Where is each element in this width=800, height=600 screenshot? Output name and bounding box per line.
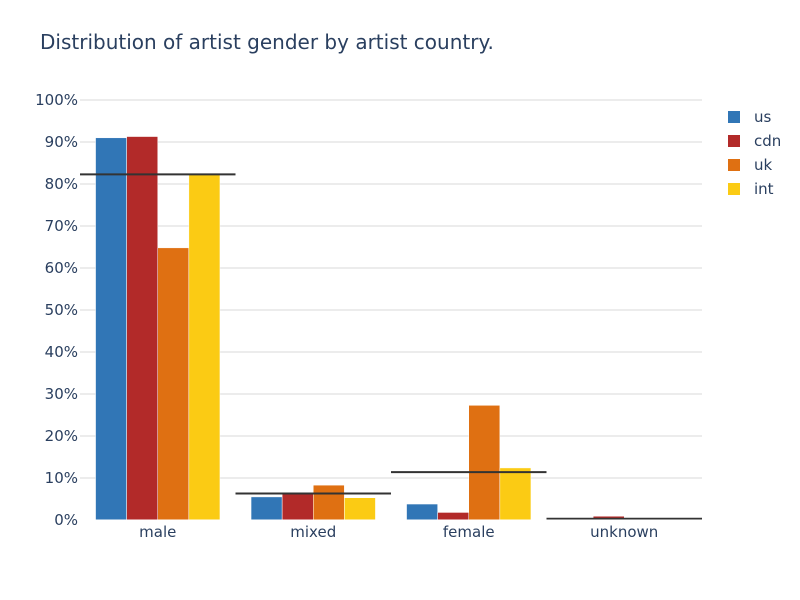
bar-uk-mixed[interactable]: [313, 484, 345, 521]
legend-label: uk: [754, 156, 773, 174]
y-tick-label: 20%: [45, 427, 78, 445]
legend-swatch: [728, 135, 740, 147]
y-tick-label: 50%: [45, 301, 78, 319]
y-tick-label: 100%: [35, 91, 78, 109]
bar-us-female[interactable]: [406, 503, 438, 521]
x-axis-ticks: male mixed female unknown: [139, 523, 658, 541]
x-tick-label: male: [139, 523, 176, 541]
bar-series: [95, 136, 625, 521]
legend-item-us[interactable]: us: [728, 108, 772, 126]
bar-uk-female[interactable]: [468, 405, 501, 521]
bar-us-male[interactable]: [95, 137, 127, 521]
y-tick-label: 30%: [45, 385, 78, 403]
legend-label: int: [754, 180, 774, 198]
y-axis-ticks: 0% 10% 20% 30% 40% 50% 60% 70% 80% 90% 100%: [35, 91, 78, 529]
y-tick-label: 80%: [45, 175, 78, 193]
y-tick-label: 90%: [45, 133, 78, 151]
y-tick-label: 0%: [54, 511, 78, 529]
legend-item-int[interactable]: int: [728, 180, 774, 198]
bar-cdn-female[interactable]: [437, 512, 469, 521]
legend-swatch: [728, 159, 740, 171]
bar-uk-male[interactable]: [157, 247, 190, 521]
legend-label: us: [754, 108, 772, 126]
bar-cdn-male[interactable]: [126, 136, 159, 521]
y-tick-label: 10%: [45, 469, 78, 487]
x-tick-label: unknown: [590, 523, 658, 541]
legend-swatch: [728, 111, 740, 123]
y-tick-label: 40%: [45, 343, 78, 361]
legend[interactable]: us cdn uk int: [728, 108, 781, 198]
y-tick-label: 60%: [45, 259, 78, 277]
x-tick-label: mixed: [290, 523, 336, 541]
legend-item-uk[interactable]: uk: [728, 156, 773, 174]
x-tick-label: female: [443, 523, 495, 541]
chart-title: Distribution of artist gender by artist …: [40, 30, 494, 54]
reference-lines: [80, 173, 702, 520]
bar-cdn-mixed[interactable]: [281, 492, 314, 521]
bar-int-mixed[interactable]: [344, 497, 376, 521]
legend-item-cdn[interactable]: cdn: [728, 132, 781, 150]
bar-us-mixed[interactable]: [250, 496, 283, 521]
bar-int-female[interactable]: [499, 467, 532, 521]
y-tick-label: 70%: [45, 217, 78, 235]
legend-label: cdn: [754, 132, 781, 150]
legend-swatch: [728, 183, 740, 195]
bar-int-male[interactable]: [188, 173, 221, 521]
